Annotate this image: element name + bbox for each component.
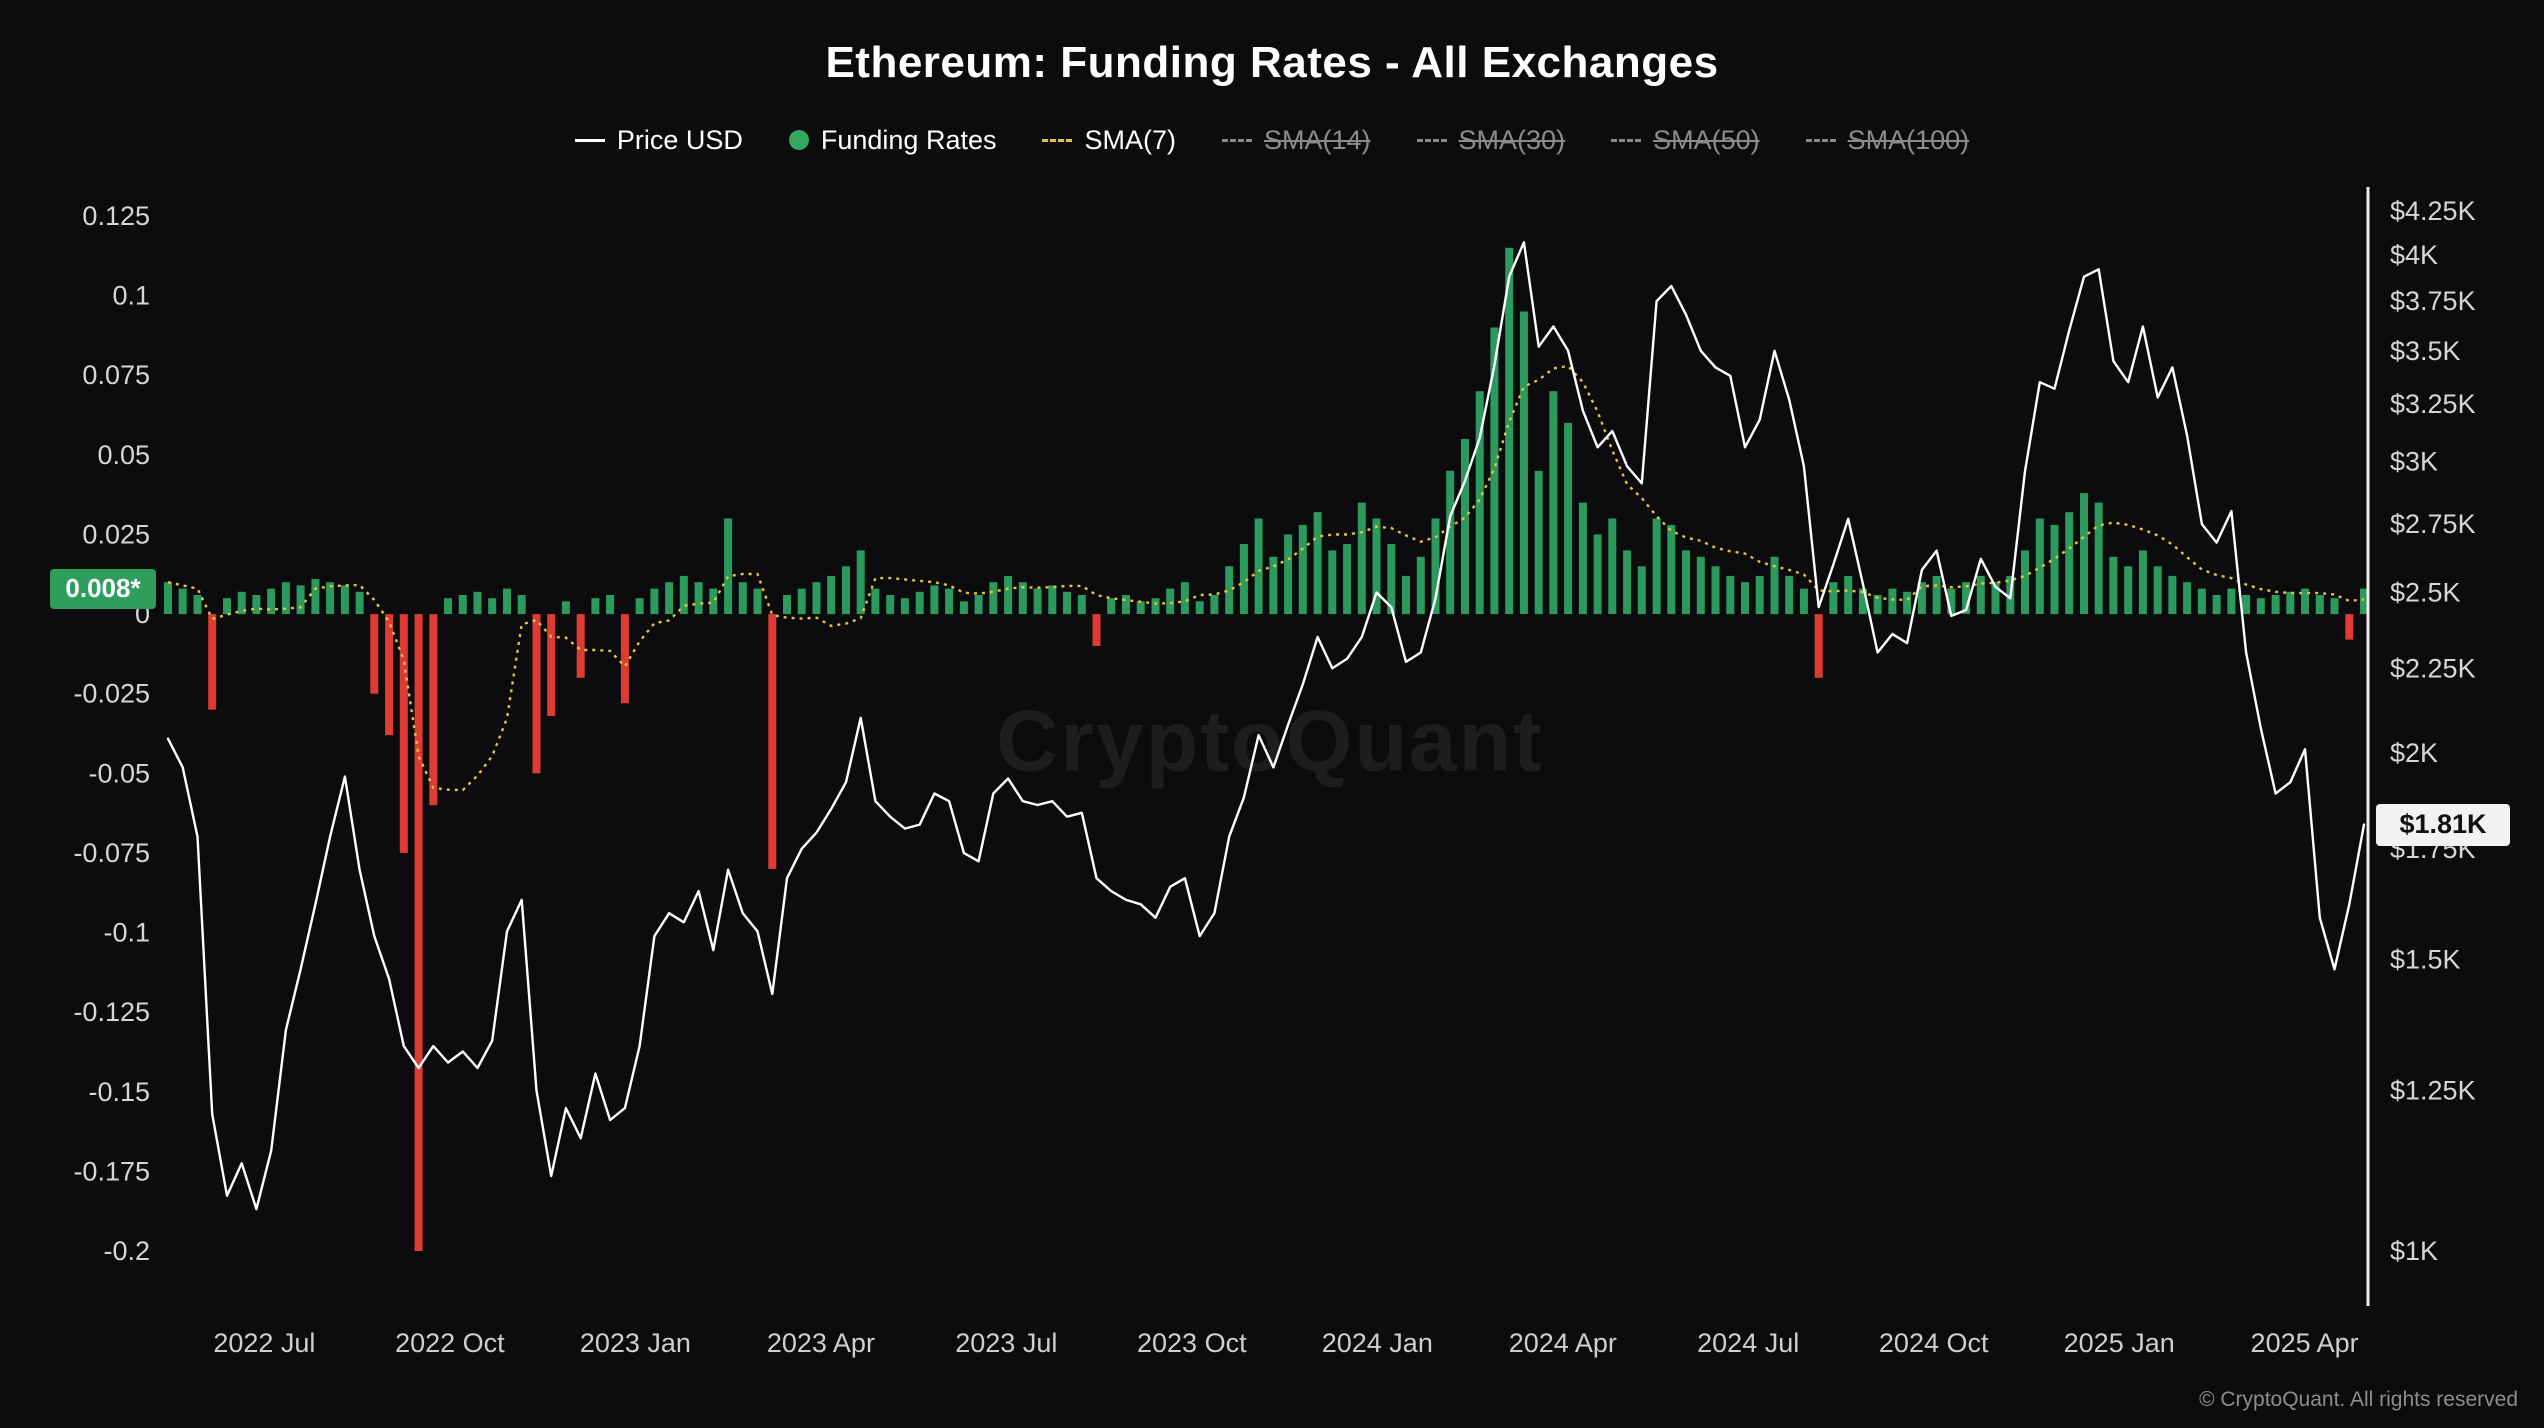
left-axis-tick-label: -0.2 xyxy=(103,1236,150,1266)
x-axis-tick-label: 2023 Jan xyxy=(580,1328,691,1358)
x-axis-tick-label: 2024 Apr xyxy=(1509,1328,1617,1358)
funding-rates-dot-icon xyxy=(788,130,809,150)
sma100-dash-icon xyxy=(1805,138,1836,142)
x-axis-tick-label: 2024 Oct xyxy=(1879,1328,1989,1358)
right-axis-tick-label: $3.25K xyxy=(2390,389,2476,419)
legend-label-sma-30: SMA(30) xyxy=(1458,124,1566,155)
legend-item-sma-14[interactable]: SMA(14) xyxy=(1222,125,1371,156)
legend-item-funding-rates[interactable]: Funding Rates xyxy=(788,124,997,156)
left-axis-tick-label: 0.075 xyxy=(82,360,150,390)
x-axis-tick-label: 2024 Jul xyxy=(1697,1328,1799,1358)
right-axis-tick-label: $2.5K xyxy=(2390,578,2461,608)
chart-title: Ethereum: Funding Rates - All Exchanges xyxy=(825,38,1719,87)
left-axis-tick-label: 0.125 xyxy=(82,201,150,231)
x-axis-tick-label: 2024 Jan xyxy=(1322,1328,1433,1358)
sma14-dash-icon xyxy=(1222,138,1252,142)
right-axis-tick-label: $3K xyxy=(2390,447,2438,477)
left-axis-tick-label: -0.05 xyxy=(88,758,150,788)
right-axis-tick-label: $3.5K xyxy=(2390,336,2461,366)
left-axis-tick-label: 0.1 xyxy=(112,281,150,311)
legend-item-sma-7[interactable]: SMA(7) xyxy=(1042,125,1176,156)
x-axis-tick-label: 2025 Jan xyxy=(2064,1328,2175,1358)
right-axis-tick-label: $1.5K xyxy=(2390,945,2461,975)
cryptoquant-watermark: CryptoQuant xyxy=(996,693,1544,790)
x-axis-tick-label: 2023 Jul xyxy=(955,1328,1057,1358)
funding-current-badge: 0.008* xyxy=(50,568,156,609)
left-axis-tick-label: -0.075 xyxy=(73,838,150,868)
right-axis-tick-label: $2K xyxy=(2390,738,2438,768)
sma50-dash-icon xyxy=(1611,138,1642,142)
legend-label-sma-50: SMA(50) xyxy=(1653,124,1760,155)
x-axis-tick-label: 2022 Oct xyxy=(395,1328,505,1358)
left-axis-tick-label: -0.175 xyxy=(73,1156,150,1186)
legend-item-price-usd[interactable]: Price USD xyxy=(574,124,743,156)
left-axis-tick-label: -0.15 xyxy=(88,1077,150,1107)
sma7-dash-icon xyxy=(1042,138,1073,142)
price-line xyxy=(166,241,2366,1211)
legend-item-sma-100[interactable]: SMA(100) xyxy=(1805,124,1970,156)
left-axis-tick-label: 0.05 xyxy=(97,440,150,470)
legend-label-sma-100: SMA(100) xyxy=(1847,124,1970,155)
right-axis-tick-label: $4K xyxy=(2390,240,2438,270)
sma7-line xyxy=(167,364,2365,792)
left-axis-tick-label: -0.1 xyxy=(103,918,150,948)
legend-item-sma-50[interactable]: SMA(50) xyxy=(1611,125,1760,156)
sma30-dash-icon xyxy=(1416,138,1447,142)
funding-rates-bars xyxy=(164,247,2368,1251)
legend: Price USD Funding Rates SMA(7) SMA(14) S… xyxy=(0,118,2544,162)
x-axis-tick-label: 2025 Apr xyxy=(2251,1328,2359,1358)
x-axis-tick-label: 2023 Oct xyxy=(1137,1328,1247,1358)
right-axis-tick-label: $1.25K xyxy=(2390,1076,2476,1106)
right-axis-tick-label: $1K xyxy=(2390,1236,2438,1266)
right-axis-tick-label: $4.25K xyxy=(2390,196,2476,226)
legend-label-price-usd: Price USD xyxy=(616,124,743,155)
left-axis-tick-label: 0.025 xyxy=(82,520,150,550)
left-axis-tick-label: -0.125 xyxy=(73,997,150,1027)
x-axis-tick-label: 2022 Jul xyxy=(213,1328,315,1358)
legend-label-funding-rates: Funding Rates xyxy=(820,124,997,155)
legend-label-sma-14: SMA(14) xyxy=(1264,124,1371,155)
right-axis-tick-label: $2.75K xyxy=(2390,509,2476,539)
legend-label-sma-7: SMA(7) xyxy=(1084,124,1176,155)
right-axis-tick-label: $3.75K xyxy=(2390,286,2476,316)
price-line-icon xyxy=(574,138,605,142)
legend-item-sma-30[interactable]: SMA(30) xyxy=(1416,124,1566,156)
x-axis-tick-label: 2023 Apr xyxy=(767,1328,875,1358)
price-current-badge: $1.81K xyxy=(2376,803,2510,846)
copyright-text: © CryptoQuant. All rights reserved xyxy=(2199,1388,2518,1411)
left-axis-tick-label: -0.025 xyxy=(73,679,150,709)
right-axis-tick-label: $2.25K xyxy=(2390,653,2476,683)
